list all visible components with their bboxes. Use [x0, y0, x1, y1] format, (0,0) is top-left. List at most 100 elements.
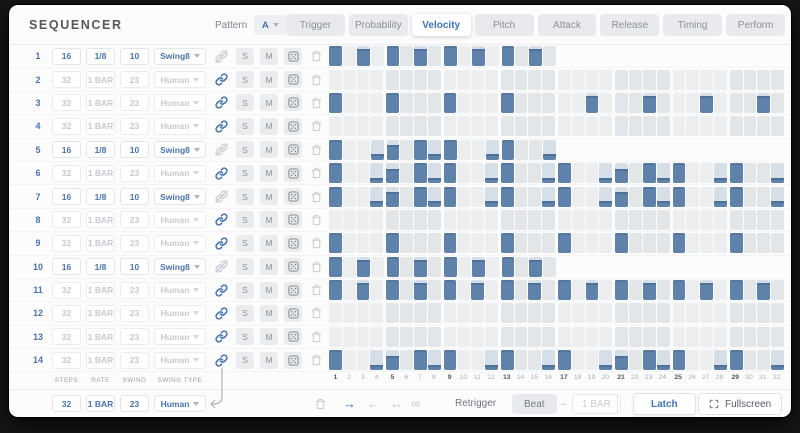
step-cell-14[interactable]	[514, 280, 528, 301]
step-cell-30[interactable]	[743, 163, 757, 184]
step-cell-4[interactable]	[370, 46, 384, 67]
step-cell-28[interactable]	[713, 69, 727, 90]
step-cell-24[interactable]	[656, 116, 670, 137]
step-cell-22[interactable]	[629, 326, 642, 347]
step-cell-2[interactable]	[342, 46, 356, 67]
step-cell-11[interactable]	[471, 92, 484, 113]
step-cell-25[interactable]	[672, 92, 686, 113]
step-cell-16[interactable]	[543, 139, 556, 160]
step-cell-4[interactable]	[370, 116, 384, 137]
row-swing-field[interactable]: 10	[120, 47, 149, 65]
step-cell-11[interactable]	[471, 163, 484, 184]
step-cell-18[interactable]	[571, 186, 585, 207]
step-cell-27[interactable]	[700, 186, 713, 207]
step-cell-27[interactable]	[700, 69, 713, 90]
link-icon[interactable]	[211, 354, 231, 367]
dice-randomize-button[interactable]	[284, 47, 302, 65]
step-cell-3[interactable]	[356, 186, 370, 207]
step-cell-11[interactable]	[471, 233, 484, 254]
step-cell-30[interactable]	[743, 326, 757, 347]
mute-button[interactable]: M	[260, 141, 278, 159]
step-cell-19[interactable]	[585, 163, 599, 184]
step-cell-10[interactable]	[457, 209, 471, 230]
step-cell-10[interactable]	[457, 92, 471, 113]
step-cell-31[interactable]	[757, 186, 771, 207]
step-cell-18[interactable]	[571, 350, 585, 371]
step-cell-13[interactable]	[500, 163, 514, 184]
mute-button[interactable]: M	[260, 94, 278, 112]
step-cell-21[interactable]	[615, 326, 629, 347]
step-cell-17[interactable]	[558, 326, 571, 347]
step-cell-26[interactable]	[686, 92, 700, 113]
step-cell-8[interactable]	[428, 46, 441, 67]
step-cell-23[interactable]	[642, 280, 656, 301]
step-cell-5[interactable]	[386, 303, 400, 324]
step-cell-16[interactable]	[542, 326, 555, 347]
step-cell-17[interactable]	[558, 163, 571, 184]
step-cell-3[interactable]	[356, 256, 370, 277]
step-cell-5[interactable]	[386, 256, 400, 277]
step-cell-30[interactable]	[743, 69, 757, 90]
step-cell-15[interactable]	[528, 233, 542, 254]
step-cell-19[interactable]	[585, 280, 599, 301]
step-cell-8[interactable]	[427, 326, 441, 347]
step-cell-8[interactable]	[428, 139, 441, 160]
link-icon[interactable]	[211, 330, 231, 343]
step-cell-11[interactable]	[471, 326, 484, 347]
step-cell-8[interactable]	[427, 92, 441, 113]
step-cell-20[interactable]	[599, 163, 613, 184]
step-cell-30[interactable]	[743, 350, 757, 371]
tab-perform[interactable]: Perform	[726, 14, 785, 36]
step-cell-11[interactable]	[471, 280, 484, 301]
tab-attack[interactable]: Attack	[537, 14, 597, 36]
step-cell-2[interactable]	[342, 116, 356, 137]
step-cell-21[interactable]	[615, 209, 629, 230]
tab-timing[interactable]: Timing	[663, 14, 723, 36]
mute-button[interactable]: M	[260, 258, 278, 276]
step-cell-3[interactable]	[356, 139, 370, 160]
step-cell-27[interactable]	[700, 350, 713, 371]
row-rate-field[interactable]: 1/8	[86, 188, 115, 206]
step-cell-26[interactable]	[686, 326, 700, 347]
step-cell-31[interactable]	[757, 69, 771, 90]
step-cell-13[interactable]	[501, 46, 515, 67]
link-icon[interactable]	[211, 96, 231, 110]
step-cell-17[interactable]	[558, 233, 571, 254]
step-cell-20[interactable]	[599, 233, 613, 254]
dice-randomize-button[interactable]	[284, 71, 302, 89]
step-cell-16[interactable]	[542, 163, 555, 184]
step-cell-25[interactable]	[672, 209, 686, 230]
step-cell-14[interactable]	[515, 139, 529, 160]
step-cell-23[interactable]	[642, 209, 656, 230]
step-cell-1[interactable]	[329, 233, 342, 254]
step-cell-9[interactable]	[443, 209, 457, 230]
step-cell-24[interactable]	[656, 209, 670, 230]
step-cell-10[interactable]	[457, 139, 471, 160]
step-cell-4[interactable]	[370, 326, 384, 347]
step-cell-7[interactable]	[413, 303, 427, 324]
step-cell-27[interactable]	[700, 326, 713, 347]
link-icon[interactable]	[211, 167, 231, 180]
step-cell-4[interactable]	[370, 139, 384, 160]
trash-icon[interactable]	[308, 188, 324, 205]
step-cell-25[interactable]	[672, 163, 686, 184]
step-cell-11[interactable]	[471, 256, 485, 277]
step-cell-29[interactable]	[729, 280, 743, 301]
step-cell-17[interactable]	[558, 350, 571, 371]
step-cell-15[interactable]	[528, 163, 542, 184]
step-cell-5[interactable]	[386, 139, 400, 160]
step-cell-9[interactable]	[443, 186, 457, 207]
step-cell-19[interactable]	[585, 303, 599, 324]
step-cell-2[interactable]	[342, 163, 356, 184]
step-cell-31[interactable]	[757, 116, 771, 137]
step-cell-32[interactable]	[771, 303, 784, 324]
step-cell-16[interactable]	[543, 46, 556, 67]
fullscreen-button[interactable]: Fullscreen	[698, 393, 783, 415]
step-cell-9[interactable]	[443, 163, 457, 184]
step-cell-12[interactable]	[485, 46, 499, 67]
step-cell-11[interactable]	[471, 303, 484, 324]
step-cell-5[interactable]	[386, 163, 400, 184]
step-cell-25[interactable]	[672, 280, 686, 301]
step-cell-10[interactable]	[457, 116, 471, 137]
dice-randomize-button[interactable]	[284, 188, 302, 206]
